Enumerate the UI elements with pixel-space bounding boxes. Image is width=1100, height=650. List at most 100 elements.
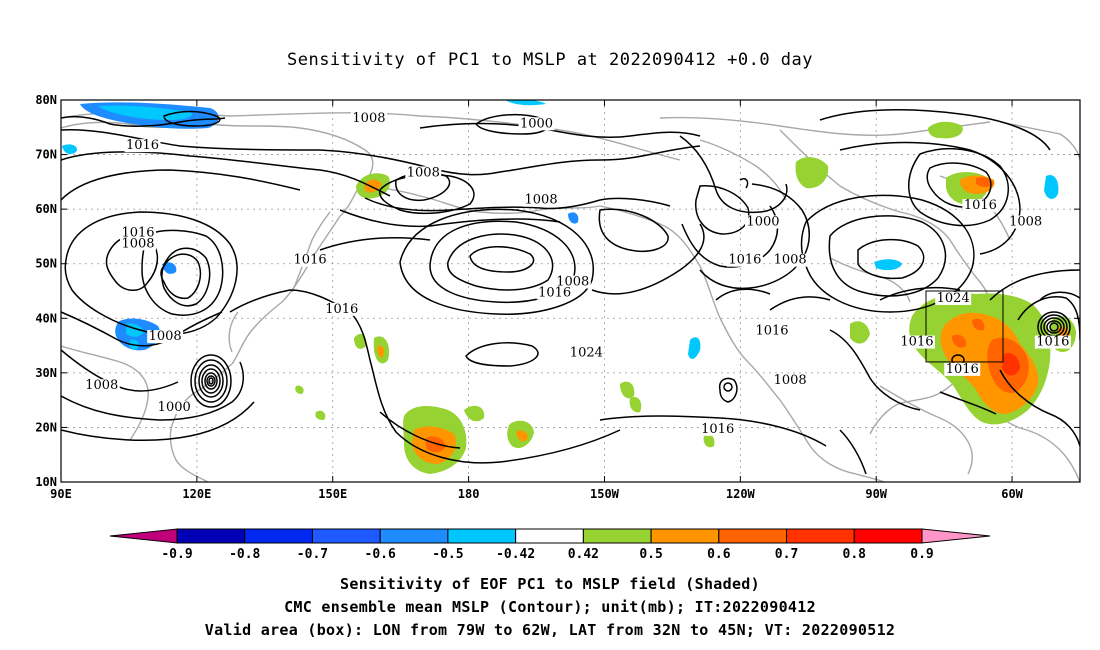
lat-tick-label: 50N — [35, 257, 57, 271]
lon-tick-label: 150W — [590, 487, 620, 501]
contour-label: 1008 — [774, 253, 807, 268]
colorbar-segment — [515, 528, 584, 544]
contour-label-bg — [119, 226, 156, 240]
lat-tick-label: 40N — [35, 311, 57, 325]
contour-label-bg — [554, 275, 591, 289]
colorbar-label: 0.6 — [707, 547, 731, 562]
lon-tick-label: 120E — [182, 487, 211, 501]
contour-label: 1016 — [728, 253, 761, 268]
contour-label: 1016 — [900, 335, 933, 350]
contour-label: 1008 — [121, 236, 154, 251]
contour-label: 1008 — [1009, 215, 1042, 230]
contour-label-bg — [772, 253, 809, 267]
contour-label-bg — [536, 286, 573, 300]
contour-label: 1016 — [964, 198, 997, 213]
contour-label: 1000 — [158, 400, 191, 415]
lon-tick-label: 120W — [726, 487, 756, 501]
colorbar-label: -0.5 — [432, 547, 463, 562]
contour-label: 1016 — [946, 362, 979, 377]
colorbar-segment — [379, 528, 449, 544]
colorbar-segment — [582, 528, 652, 544]
contour-label: 1016 — [126, 138, 159, 153]
contour-label: 1024 — [570, 345, 603, 360]
lat-tick-label: 10N — [35, 475, 57, 489]
contour-label-bg — [83, 379, 120, 393]
colorbar-label: -0.8 — [229, 547, 260, 562]
lon-tick-label: 180 — [458, 487, 480, 501]
contour-label-bg — [699, 422, 736, 436]
lat-tick-label: 80N — [35, 93, 57, 107]
contour-label-bg — [147, 330, 184, 344]
lon-tick-label: 60W — [1001, 487, 1023, 501]
lon-tick-label: 150E — [318, 487, 347, 501]
contour-label-bg — [523, 193, 560, 207]
contour-label-bg — [1007, 215, 1044, 229]
colorbar-segment — [650, 528, 720, 544]
lat-tick-label: 20N — [35, 420, 57, 434]
colorbar-segment — [853, 528, 923, 544]
colorbar-label: -0.7 — [297, 547, 328, 562]
lon-tick-label: 90W — [865, 487, 887, 501]
contour-label: 1016 — [701, 422, 734, 437]
map-title: Sensitivity of PC1 to MSLP at 2022090412… — [286, 50, 813, 70]
colorbar-segment — [786, 528, 855, 544]
contour-label: 1008 — [774, 373, 807, 388]
colorbar-segment — [244, 528, 313, 544]
colorbar-low-arrow — [109, 528, 178, 544]
contour-label-bg — [744, 215, 781, 229]
caption-line-3: Valid area (box): LON from 79W to 62W, L… — [204, 621, 896, 639]
colorbar-label: -0.6 — [365, 547, 396, 562]
caption-line-2: CMC ensemble mean MSLP (Contour); unit(m… — [284, 598, 816, 616]
contour-label: 1016 — [294, 253, 327, 268]
colorbar-label: 0.42 — [568, 547, 599, 562]
contour-label: 1016 — [755, 324, 788, 339]
contour-label-bg — [292, 253, 329, 267]
contour-label: 1008 — [525, 193, 558, 208]
colorbar-segment — [447, 528, 517, 544]
colorbar-segment — [718, 528, 788, 544]
lat-tick-label: 30N — [35, 366, 57, 380]
colorbar-label: 0.9 — [910, 547, 933, 562]
contour-label: 1008 — [149, 329, 182, 344]
contour-label-bg — [1034, 335, 1071, 349]
contour-label-bg — [350, 111, 387, 125]
gridlines — [61, 100, 1080, 482]
contour-label: 1000 — [746, 215, 779, 230]
contour-label-bg — [323, 302, 360, 316]
contour-label: 1016 — [538, 285, 571, 300]
contour-label-bg — [754, 324, 791, 338]
colorbar-label: -0.9 — [161, 547, 192, 562]
contour-label-bg — [518, 117, 555, 131]
contour-label: 1008 — [407, 165, 440, 180]
plot-frame — [60, 99, 1081, 483]
contour-label-bg — [944, 362, 981, 376]
colorbar-segment — [176, 528, 246, 544]
contour-label-bg — [405, 166, 442, 180]
contour-label: 1016 — [121, 225, 154, 240]
lat-tick-label: 70N — [35, 148, 57, 162]
colorbar-segment — [311, 528, 381, 544]
colorbar-high-arrow — [921, 528, 991, 544]
lat-tick-label: 60N — [35, 202, 57, 216]
latitude-axis: 10N 20N 30N 40N 50N 60N 70N 80N — [35, 93, 1080, 489]
contour-label-bg — [568, 346, 605, 360]
contour-label: 1024 — [937, 291, 970, 306]
contour-label-bg — [726, 253, 763, 267]
contour-label-bg — [898, 335, 935, 349]
lon-tick-label: 90E — [50, 487, 72, 501]
longitude-axis: 90E 120E 150E 180 150W 120W 90W 60W — [50, 100, 1024, 501]
contour-label-bg — [156, 401, 193, 415]
colorbar-label: 0.8 — [843, 547, 867, 562]
colorbar-label: -0.42 — [496, 547, 535, 562]
valid-area-box — [925, 290, 1004, 363]
contour-label: 1008 — [556, 275, 589, 290]
contour-label-bg — [935, 291, 972, 305]
contour-label: 1008 — [352, 111, 385, 126]
colorbar-label: 0.7 — [775, 547, 798, 562]
contour-label: 1016 — [1036, 335, 1069, 350]
contour-label-bg — [119, 237, 156, 251]
contour-label: 1016 — [325, 302, 358, 317]
contour-label: 1000 — [520, 116, 553, 131]
contour-label-bg — [772, 373, 809, 387]
